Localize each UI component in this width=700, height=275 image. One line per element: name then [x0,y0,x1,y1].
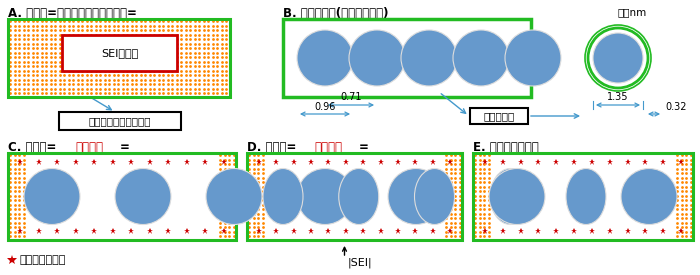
Bar [247,153,462,240]
Circle shape [24,169,80,224]
Circle shape [206,169,262,224]
Circle shape [453,30,509,86]
Circle shape [489,169,545,224]
Ellipse shape [414,169,454,224]
Bar [473,153,693,240]
Bar [8,19,230,97]
Bar [283,19,531,97]
Ellipse shape [263,169,303,224]
Text: |SEI|: |SEI| [347,258,372,268]
Bar [8,153,236,240]
Circle shape [505,30,561,86]
Circle shape [297,169,353,224]
Circle shape [593,33,643,83]
Text: C. 充電後=: C. 充電後= [8,141,57,154]
Text: D. 充電後=: D. 充電後= [247,141,296,154]
Circle shape [349,30,405,86]
Bar [473,153,693,240]
Bar [62,35,177,71]
Text: 0.32: 0.32 [665,102,687,112]
Text: B. ピーポッド(さやえんどう): B. ピーポッド(さやえんどう) [283,7,388,20]
Text: =: = [120,141,130,154]
Bar [247,153,462,240]
Text: リチウムイオン: リチウムイオン [20,255,66,265]
Text: カーボンナノチューブ: カーボンナノチューブ [89,116,151,126]
Text: 0.96: 0.96 [314,102,336,112]
Ellipse shape [339,169,379,224]
Text: =: = [359,141,369,154]
Text: フラーレン: フラーレン [484,111,514,121]
Circle shape [388,169,444,224]
Circle shape [621,169,677,224]
Text: 単位nm: 単位nm [618,7,648,17]
Circle shape [297,30,353,86]
Ellipse shape [490,169,531,224]
Text: 片持ち論: 片持ち論 [314,141,342,154]
Text: SEI及び滓: SEI及び滓 [101,48,138,58]
Circle shape [401,30,457,86]
Text: A. 充電後=カーボンナノチューブ=: A. 充電後=カーボンナノチューブ= [8,7,137,20]
Text: 1.35: 1.35 [608,92,629,102]
Bar [470,108,528,124]
Text: 0.71: 0.71 [340,92,362,102]
Circle shape [115,169,171,224]
Text: 両持ち論: 両持ち論 [75,141,103,154]
Bar [59,112,181,130]
Ellipse shape [566,169,606,224]
Bar [8,153,236,240]
Text: E. 仮想ピーポッド: E. 仮想ピーポッド [473,141,539,154]
